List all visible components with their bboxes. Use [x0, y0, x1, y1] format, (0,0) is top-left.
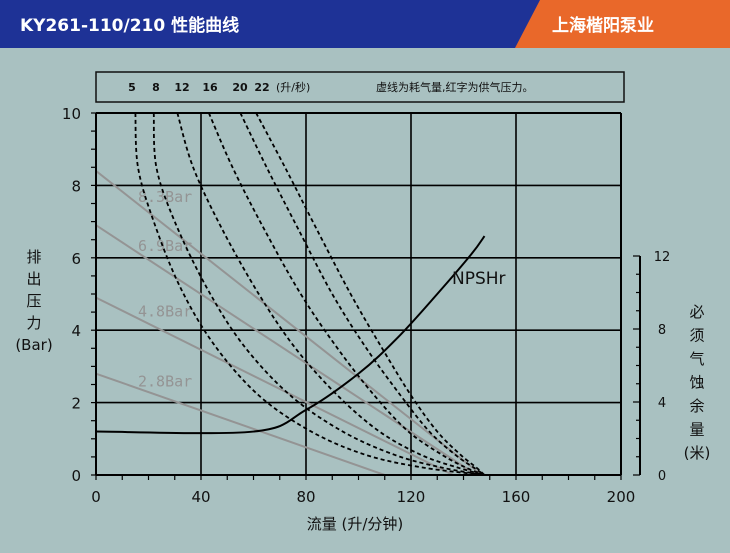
- pressure-curve: [95, 224, 478, 476]
- grid: [96, 113, 621, 475]
- pressure-curve: [95, 296, 454, 476]
- y-left-tick-label: 0: [71, 467, 81, 485]
- y-left-label-char: 出: [26, 270, 41, 288]
- axes: [91, 112, 641, 480]
- x-tick-label: 200: [607, 488, 636, 506]
- brand-panel: [515, 0, 730, 48]
- pressure-curve: [95, 170, 483, 476]
- y-left-label-char: (Bar): [15, 336, 52, 354]
- y-right-tick-label: 4: [658, 396, 666, 411]
- air-curve: [176, 112, 485, 476]
- air-flow-legend-value: 8: [152, 81, 160, 94]
- pressure-label: 4.8Bar: [138, 302, 192, 320]
- x-tick-label: 160: [502, 488, 531, 506]
- y-right-tick-label: 0: [658, 469, 666, 484]
- npsh-curve: NPSHr: [95, 235, 506, 435]
- y-left-tick-label: 2: [71, 395, 81, 413]
- x-tick-label: 0: [91, 488, 101, 506]
- legend-note: 虚线为耗气量,红字为供气压力。: [376, 80, 534, 94]
- y-right-label-char: 余: [689, 397, 704, 415]
- x-tick-label: 120: [397, 488, 426, 506]
- y-left-label-char: 排: [26, 248, 41, 266]
- pressure-curve: [95, 372, 386, 476]
- air-curve: [208, 112, 485, 476]
- y-left-tick-label: 8: [71, 177, 81, 195]
- pressure-label: 2.8Bar: [138, 372, 192, 390]
- y-left-tick-label: 6: [71, 250, 81, 268]
- y-right-label-char: 蚀: [689, 374, 704, 392]
- air-curve: [239, 112, 486, 476]
- y-left-label-char: 力: [26, 314, 41, 332]
- y-left-label-char: 压: [26, 292, 41, 310]
- air-flow-legend-value: 20: [232, 81, 248, 94]
- x-axis-label: 流量 (升/分钟): [307, 515, 404, 533]
- air-flow-legend-value: 16: [202, 81, 218, 94]
- y-right-label-char: (米): [684, 444, 711, 462]
- chart-title: KY261-110/210 性能曲线: [20, 15, 239, 36]
- air-consumption-curves: [134, 112, 486, 476]
- pressure-label: 6.9Bar: [138, 237, 192, 255]
- legend-box: [95, 71, 625, 103]
- x-tick-label: 80: [296, 488, 315, 506]
- air-flow-legend: 5 8 12 16 20 22 (升/秒): [128, 80, 310, 94]
- air-curve: [255, 112, 486, 476]
- y-left-tick-label: 4: [71, 322, 81, 340]
- air-curve: [152, 112, 485, 476]
- air-curve: [134, 112, 485, 476]
- y-right-label-char: 必: [689, 303, 704, 321]
- air-flow-legend-value: 22: [254, 81, 269, 94]
- y-right-tick-label: 12: [654, 250, 671, 265]
- tick-labels: 0 40 80 120 160 200 0 2 4 6 8 10 0 4 8 12: [62, 105, 670, 506]
- air-flow-legend-value: 12: [174, 81, 189, 94]
- y-right-tick-label: 8: [658, 323, 666, 338]
- y-right-label-char: 气: [689, 350, 704, 368]
- air-flow-legend-value: 5: [128, 81, 136, 94]
- y-left-tick-label: 10: [62, 105, 81, 123]
- y-right-label-char: 量: [689, 421, 704, 439]
- y-right-label-char: 须: [689, 327, 704, 345]
- x-tick-label: 40: [191, 488, 210, 506]
- npsh-label: NPSHr: [452, 269, 506, 289]
- npsh-line: [95, 235, 486, 435]
- air-flow-legend-unit: (升/秒): [276, 80, 310, 94]
- brand-name: 上海楷阳泵业: [552, 15, 654, 36]
